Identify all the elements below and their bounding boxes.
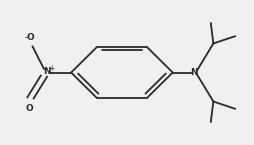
Text: O: O [27, 33, 34, 42]
Text: -: - [25, 33, 28, 42]
Text: N: N [190, 68, 198, 77]
Text: O: O [25, 104, 33, 113]
Text: N: N [43, 67, 51, 76]
Text: +: + [48, 64, 55, 73]
